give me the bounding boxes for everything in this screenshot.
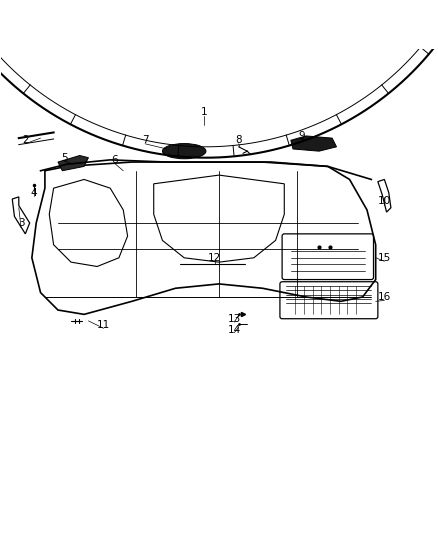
Text: 10: 10 [378, 196, 391, 206]
Polygon shape [291, 136, 336, 151]
Text: 14: 14 [228, 325, 241, 335]
Text: 5: 5 [61, 152, 68, 163]
Polygon shape [58, 156, 88, 171]
Ellipse shape [162, 143, 206, 159]
Text: 11: 11 [97, 320, 110, 330]
Text: 6: 6 [111, 155, 118, 165]
Text: 16: 16 [378, 292, 391, 302]
Text: 13: 13 [228, 314, 241, 324]
Text: 2: 2 [22, 135, 28, 146]
Text: 12: 12 [208, 253, 221, 263]
Text: 4: 4 [31, 188, 37, 198]
Text: 9: 9 [298, 131, 305, 141]
Text: 3: 3 [18, 218, 24, 228]
Text: 8: 8 [235, 135, 242, 146]
Text: 1: 1 [201, 107, 207, 117]
Text: 7: 7 [142, 135, 148, 146]
Text: 15: 15 [378, 253, 391, 263]
